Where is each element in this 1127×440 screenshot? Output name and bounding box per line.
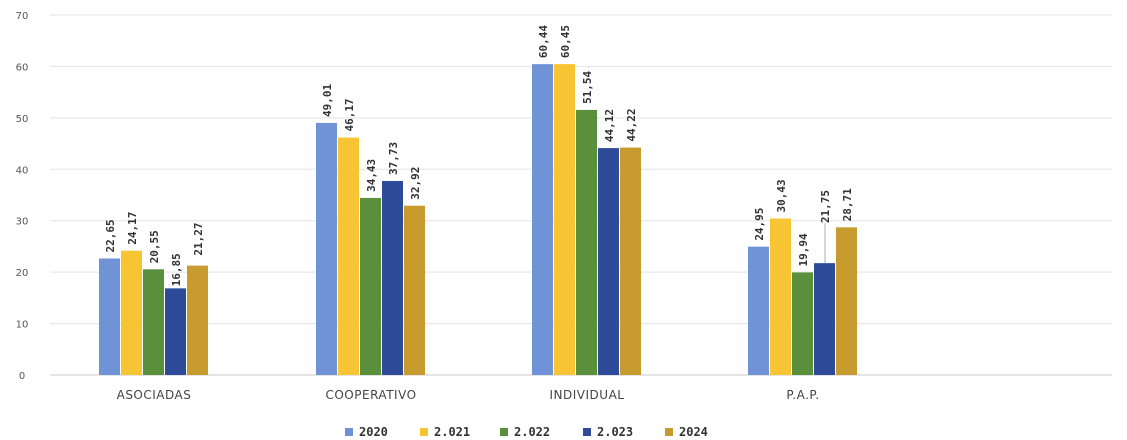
- y-tick-label: 60: [16, 62, 29, 73]
- data-label: 46,17: [343, 98, 356, 131]
- data-label: 21,27: [192, 222, 205, 255]
- bar: [338, 137, 359, 375]
- data-label: 34,43: [365, 159, 378, 192]
- y-tick-label: 70: [16, 11, 29, 22]
- data-labels: 22,65 24,17 20,55 16,85 21,27 49,01 46,17 34,43…: [104, 25, 854, 287]
- y-tick-label: 40: [16, 165, 29, 176]
- x-axis: ASOCIADAS COOPERATIVO INDIVIDUAL P.A.P.: [117, 388, 819, 402]
- data-label: 16,85: [170, 253, 183, 286]
- y-tick-label: 30: [16, 217, 29, 228]
- bar: [360, 197, 381, 375]
- bar: [770, 218, 791, 375]
- category-label: INDIVIDUAL: [550, 388, 625, 402]
- bar: [554, 64, 575, 375]
- data-label: 20,55: [148, 230, 161, 263]
- data-label: 37,73: [387, 142, 400, 175]
- bar: [99, 258, 120, 375]
- bars: [99, 64, 857, 376]
- legend-label: 2024: [679, 425, 708, 439]
- data-label: 30,43: [775, 179, 788, 212]
- y-tick-label: 50: [16, 114, 29, 125]
- data-label: 22,65: [104, 219, 117, 252]
- legend: 2020 2.021 2.022 2.023 2024: [345, 425, 708, 439]
- data-label: 24,95: [753, 208, 766, 241]
- data-label: 49,01: [321, 83, 334, 116]
- bar: [598, 148, 619, 375]
- data-label: 28,71: [841, 188, 854, 221]
- legend-label: 2.021: [434, 425, 470, 439]
- bar: [792, 272, 813, 375]
- data-label: 24,17: [126, 212, 139, 245]
- bar: [748, 246, 769, 375]
- category-label: ASOCIADAS: [117, 388, 192, 402]
- bar: [404, 205, 425, 375]
- data-label: 21,75: [819, 190, 832, 223]
- bar: [316, 122, 337, 375]
- legend-label: 2020: [359, 425, 388, 439]
- bar: [814, 263, 835, 375]
- legend-label: 2.022: [514, 425, 550, 439]
- y-axis: 0 10 20 30 40 50 60 70: [16, 11, 29, 382]
- y-tick-label: 20: [16, 268, 29, 279]
- data-label: 44,22: [625, 108, 638, 141]
- legend-swatch: [665, 428, 673, 436]
- data-label: 32,92: [409, 167, 422, 200]
- bar: [620, 147, 641, 375]
- data-label: 44,12: [603, 109, 616, 142]
- bar: [532, 64, 553, 375]
- bar: [836, 227, 857, 375]
- category-label: COOPERATIVO: [325, 388, 416, 402]
- data-label: 60,44: [537, 25, 550, 58]
- data-label: 60,45: [559, 25, 572, 58]
- bar: [121, 250, 142, 375]
- legend-swatch: [345, 428, 353, 436]
- bar: [143, 269, 164, 375]
- data-label: 19,94: [797, 233, 810, 266]
- bar: [576, 109, 597, 376]
- y-tick-label: 10: [16, 320, 29, 331]
- legend-swatch: [420, 428, 428, 436]
- data-label: 51,54: [581, 70, 594, 103]
- legend-swatch: [500, 428, 508, 436]
- category-label: P.A.P.: [786, 388, 819, 402]
- bar: [382, 180, 403, 375]
- y-tick-label: 0: [19, 371, 25, 382]
- bar: [187, 265, 208, 375]
- legend-swatch: [583, 428, 591, 436]
- bar: [165, 288, 186, 375]
- legend-label: 2.023: [597, 425, 633, 439]
